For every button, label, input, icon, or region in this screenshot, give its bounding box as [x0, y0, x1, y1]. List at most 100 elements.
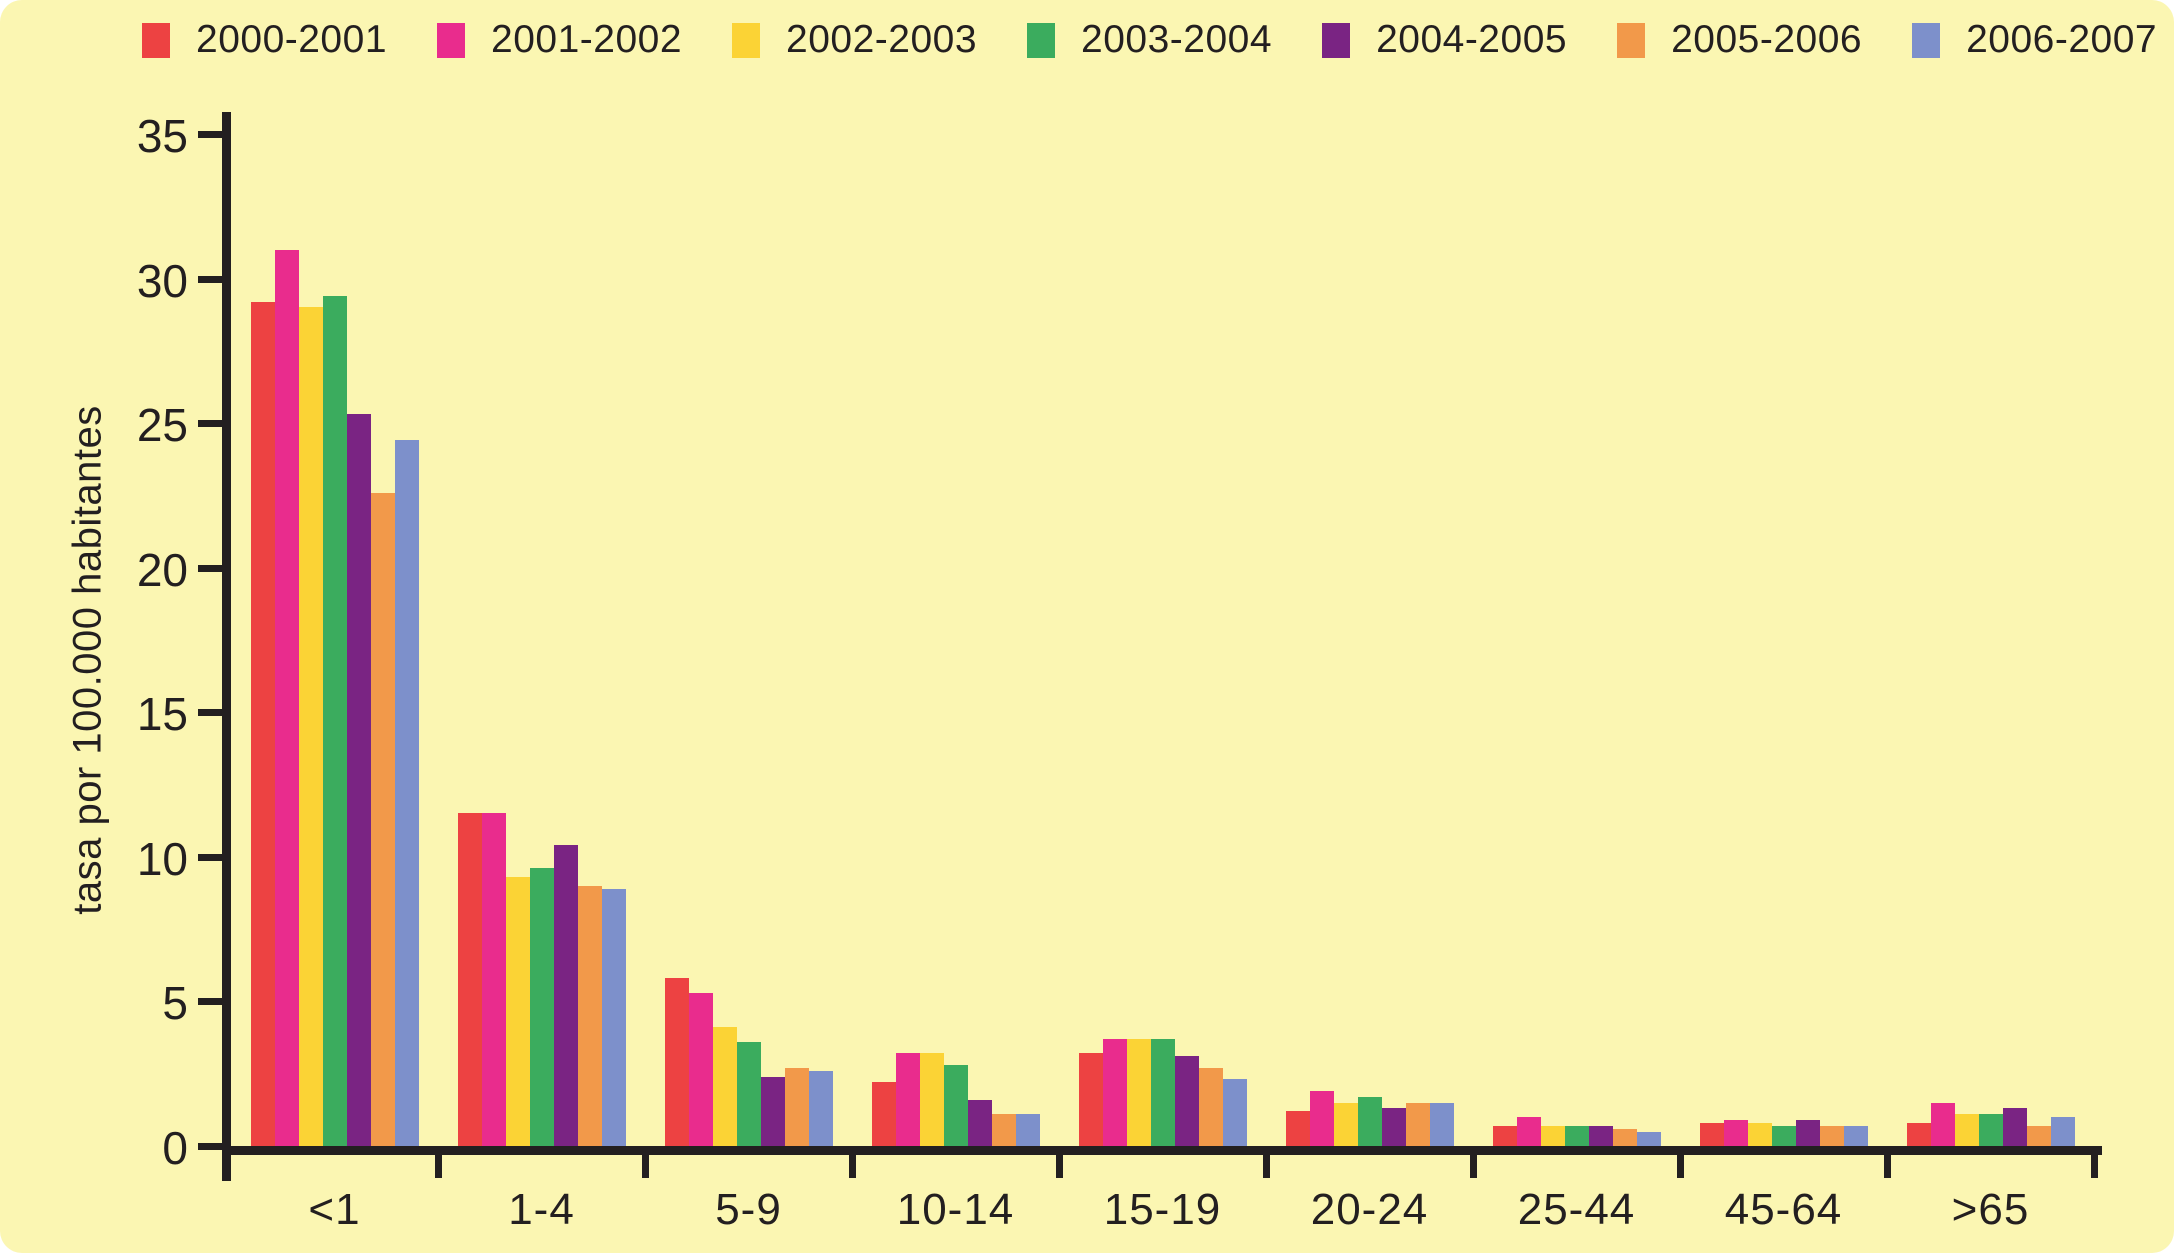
- bar: [2002, 1108, 2027, 1146]
- legend-swatch: [1027, 22, 1056, 58]
- y-tick-label: 0: [162, 1122, 188, 1174]
- bar: [1015, 1114, 1040, 1146]
- bar: [871, 1082, 896, 1146]
- legend-item: 2005-2006: [1617, 18, 1862, 62]
- legend-swatch: [142, 22, 170, 58]
- bar: [1078, 1053, 1103, 1146]
- bar: [1564, 1125, 1589, 1146]
- bar: [1954, 1114, 1979, 1146]
- bar: [1771, 1125, 1796, 1146]
- x-tick: [1056, 1146, 1063, 1178]
- x-tick: [2091, 1146, 2098, 1178]
- x-axis-category-label: <1: [308, 1185, 361, 1234]
- bar: [505, 877, 530, 1146]
- bar: [2026, 1125, 2051, 1146]
- x-tick: [1470, 1146, 1477, 1178]
- bar: [688, 992, 713, 1146]
- bar: [1150, 1039, 1175, 1146]
- bar: [1222, 1079, 1247, 1146]
- legend-label: 2000-2001: [196, 18, 388, 61]
- bar: [991, 1114, 1016, 1146]
- x-axis-line: [222, 1146, 2102, 1155]
- bar: [370, 492, 395, 1146]
- bar: [784, 1067, 809, 1146]
- bar: [601, 888, 626, 1146]
- bar: [1843, 1125, 1868, 1146]
- bar: [919, 1053, 944, 1146]
- bar: [553, 845, 578, 1146]
- x-axis-category-label: 5-9: [715, 1185, 782, 1234]
- bar: [1102, 1039, 1127, 1146]
- bar: [1540, 1125, 1565, 1146]
- bar: [577, 885, 602, 1146]
- legend-swatch: [1912, 22, 1941, 58]
- x-tick: [1677, 1146, 1684, 1178]
- bar: [760, 1076, 785, 1146]
- bar: [1906, 1122, 1931, 1146]
- bar: [1357, 1096, 1382, 1146]
- bar: [1699, 1122, 1724, 1146]
- y-tick-label: 20: [136, 543, 188, 596]
- bar: [394, 440, 419, 1146]
- bar: [1285, 1111, 1310, 1146]
- legend-item: 2003-2004: [1027, 18, 1272, 62]
- bar: [967, 1099, 992, 1146]
- bar: [322, 295, 347, 1146]
- bar: [1174, 1056, 1199, 1146]
- bar: [346, 414, 371, 1146]
- bar: [1588, 1125, 1613, 1146]
- bar: [298, 307, 323, 1146]
- bar: [1819, 1125, 1844, 1146]
- y-tick: [198, 998, 222, 1006]
- bar: [1930, 1102, 1955, 1146]
- bar: [1747, 1122, 1772, 1146]
- legend-label: 2001-2002: [491, 18, 683, 61]
- legend-item: 2006-2007: [1912, 18, 2157, 62]
- y-axis-line: [222, 112, 231, 1181]
- legend-item: 2002-2003: [732, 18, 977, 62]
- y-tick: [198, 709, 222, 717]
- bar: [457, 813, 482, 1146]
- x-axis-category-label: >65: [1951, 1185, 2030, 1234]
- y-tick-label: 30: [136, 254, 188, 307]
- x-tick: [1884, 1146, 1891, 1178]
- legend-label: 2002-2003: [786, 18, 978, 61]
- bar: [1198, 1067, 1223, 1146]
- y-tick: [198, 275, 222, 283]
- bar: [481, 813, 506, 1146]
- y-tick: [198, 853, 222, 861]
- y-tick: [198, 131, 222, 138]
- y-tick-label: 10: [136, 832, 188, 885]
- bar: [1492, 1125, 1517, 1146]
- bar: [1309, 1091, 1334, 1146]
- y-tick-label: 35: [136, 110, 188, 162]
- x-axis-category-label: 20-24: [1310, 1185, 1429, 1234]
- bar: [1978, 1114, 2003, 1146]
- x-axis-category-label: 45-64: [1724, 1185, 1843, 1234]
- legend-label: 2003-2004: [1081, 18, 1273, 61]
- bar: [895, 1053, 920, 1146]
- bar: [529, 868, 554, 1146]
- x-tick: [1263, 1146, 1270, 1178]
- bar: [1516, 1117, 1541, 1146]
- bar: [808, 1070, 833, 1146]
- bar: [943, 1065, 968, 1146]
- x-tick: [435, 1146, 442, 1178]
- y-tick-label: 15: [136, 688, 188, 741]
- bar: [1126, 1039, 1151, 1146]
- x-tick: [849, 1146, 856, 1178]
- legend-label: 2004-2005: [1376, 18, 1568, 61]
- x-axis-category-label: 25-44: [1517, 1185, 1636, 1234]
- legend-swatch: [732, 22, 761, 58]
- legend-item: 2000-2001: [142, 18, 387, 62]
- bar: [712, 1027, 737, 1146]
- bar: [1405, 1102, 1430, 1146]
- bar: [274, 249, 299, 1146]
- bar: [1795, 1119, 1820, 1146]
- y-tick: [198, 564, 222, 572]
- bar: [2050, 1117, 2075, 1146]
- legend-item: 2004-2005: [1322, 18, 1567, 62]
- bar: [1612, 1128, 1637, 1146]
- bar: [1333, 1102, 1358, 1146]
